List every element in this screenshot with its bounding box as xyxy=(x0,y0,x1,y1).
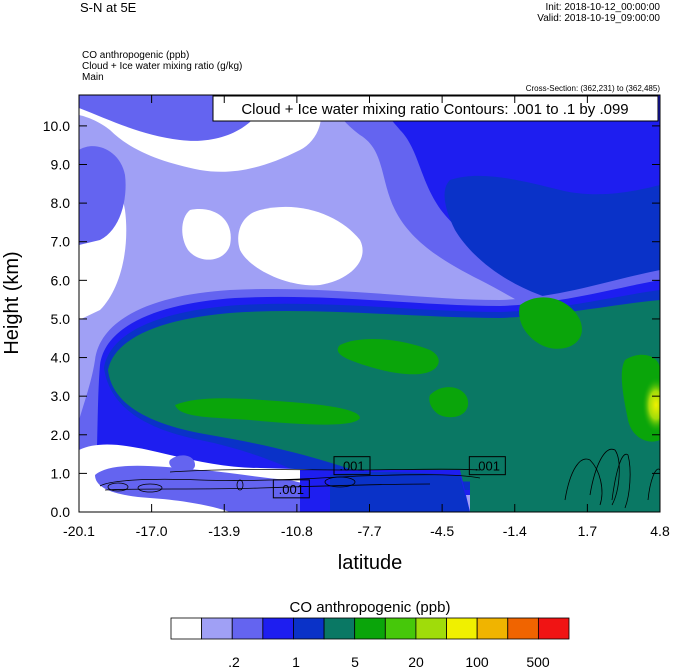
colorbar-swatch xyxy=(231,617,264,640)
colorbar-label: 5 xyxy=(351,654,359,668)
cloud-contours xyxy=(99,448,660,509)
fill-band-white xyxy=(182,209,231,260)
contour-label-box xyxy=(333,456,371,476)
colorbar-swatch xyxy=(323,617,356,640)
y-tick-label: 6.0 xyxy=(51,272,71,288)
cloud-contour-line xyxy=(324,476,356,488)
contour-label: .001 xyxy=(279,482,304,497)
y-tick-label: 3.0 xyxy=(51,388,71,404)
y-tick-label: 4.0 xyxy=(51,350,71,366)
colorbar-swatch xyxy=(354,617,386,640)
x-tick-label: -17.0 xyxy=(136,523,168,539)
x-tick-label: -4.5 xyxy=(430,523,454,539)
y-axis: 0.0 1.0 2.0 3.0 4.0 5.0 6.0 7.0 8.0 9.0 10.0 xyxy=(43,118,660,520)
cloud-contour-line xyxy=(104,483,431,491)
fill-band-50 xyxy=(337,338,439,375)
fill-band-20 xyxy=(108,300,660,485)
cloud-contour-line xyxy=(107,482,129,492)
plot-heading: S-N at 5E xyxy=(80,0,137,15)
contour-info-box xyxy=(212,95,659,122)
colorbar-label: 500 xyxy=(526,654,550,668)
field-line-1: CO anthropogenic (ppb) xyxy=(82,50,190,61)
y-tick-label: 5.0 xyxy=(51,311,71,327)
contour-labels: .001 .001 .001 xyxy=(272,456,506,499)
colorbar-swatch xyxy=(170,617,203,640)
fill-band-1 xyxy=(79,146,126,245)
x-tick-label: -1.4 xyxy=(503,523,527,539)
colorbar-swatch xyxy=(201,617,233,640)
colorbar-label: 100 xyxy=(465,654,489,668)
y-tick-label: 1.0 xyxy=(51,465,71,481)
y-tick-label: 10.0 xyxy=(43,118,70,134)
colorbar-swatch xyxy=(446,617,478,640)
cloud-contour-line xyxy=(647,468,660,501)
fill-band-50 xyxy=(519,297,582,349)
colorbar-swatch xyxy=(262,617,294,640)
colorbar-title: CO anthropogenic (ppb) xyxy=(290,599,451,616)
x-tick-label: -13.9 xyxy=(208,523,240,539)
contour-label-box xyxy=(272,479,310,499)
cloud-contour-line xyxy=(137,483,163,493)
x-tick-label: 1.7 xyxy=(578,523,598,539)
chart-title: Cloud + Ice water mixing ratio Contours:… xyxy=(241,101,628,118)
field-line-2: Cloud + Ice water mixing ratio (g/kg) xyxy=(82,61,243,72)
y-axis-label: Height (km) xyxy=(1,251,23,354)
x-tick-label: -7.7 xyxy=(357,523,381,539)
plot-area xyxy=(79,95,660,512)
y-tick-label: 7.0 xyxy=(51,234,71,250)
colorbar-label: 20 xyxy=(408,654,424,668)
colorbar-swatch xyxy=(507,617,539,640)
colorbar-swatch xyxy=(415,617,447,640)
x-axis-label: latitude xyxy=(338,552,403,574)
colorbar-swatch xyxy=(537,617,570,640)
fill-band-50 xyxy=(175,398,360,425)
cloud-contour-line xyxy=(169,468,481,473)
y-tick-label: 0.0 xyxy=(51,504,71,520)
y-tick-label: 8.0 xyxy=(51,195,71,211)
colorbar-swatch xyxy=(476,617,509,640)
colorbar-swatch xyxy=(293,617,325,640)
colorbar: .2 1 5 20 100 500 xyxy=(170,617,570,668)
colorbar-swatch xyxy=(384,617,417,640)
contour-label: .001 xyxy=(475,459,500,474)
cloud-contour-line xyxy=(564,458,603,506)
fill-band-100 xyxy=(642,377,660,433)
fill-band-1 xyxy=(169,455,195,473)
cross-section-label: Cross-Section: (362,231) to (362,485) xyxy=(525,84,660,93)
y-tick-label: 9.0 xyxy=(51,157,71,173)
x-tick-label: 4.8 xyxy=(650,523,670,539)
field-line-3: Main xyxy=(82,72,104,83)
valid-time: Valid: 2018-10-19_09:00:00 xyxy=(537,13,660,24)
colorbar-label: .2 xyxy=(228,654,240,668)
fill-band-10 xyxy=(330,472,470,512)
y-tick-label: 2.0 xyxy=(51,427,71,443)
x-tick-label: -20.1 xyxy=(63,523,95,539)
cloud-contour-line xyxy=(589,448,620,506)
cloud-contour-line xyxy=(236,479,244,491)
contour-label: .001 xyxy=(339,459,364,474)
fill-band-white xyxy=(238,206,363,286)
x-axis: -20.1 -17.0 -13.9 -10.8 -7.7 -4.5 -1.4 1.7 4.8 xyxy=(63,95,670,539)
colorbar-label: 1 xyxy=(292,654,300,668)
x-tick-label: -10.8 xyxy=(281,523,313,539)
contour-label-box xyxy=(468,456,506,476)
cloud-contour-line xyxy=(611,453,631,509)
fill-band-50 xyxy=(429,387,469,418)
init-time: Init: 2018-10-12_00:00:00 xyxy=(545,2,660,13)
